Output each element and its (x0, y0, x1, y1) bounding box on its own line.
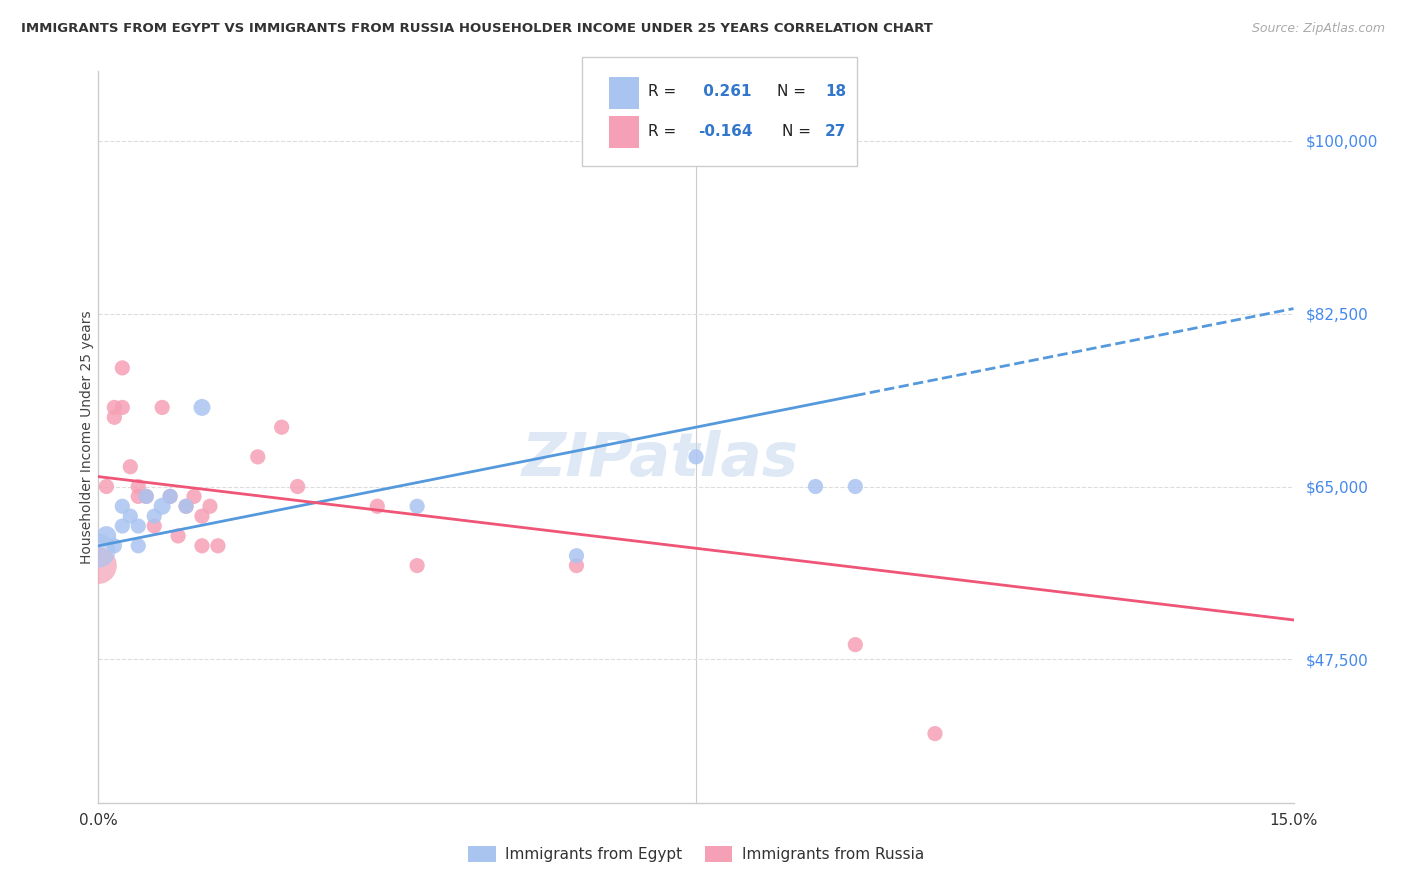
Point (127, 489, 149, 503)
Point (127, 539, 149, 553)
Text: 18: 18 (825, 85, 846, 99)
Text: -0.164: -0.164 (699, 124, 752, 139)
Point (159, 489, 181, 503)
Point (135, 489, 157, 503)
Text: 27: 27 (825, 124, 846, 139)
Y-axis label: Householder Income Under 25 years: Householder Income Under 25 years (80, 310, 94, 564)
Point (167, 529, 190, 543)
Point (207, 539, 229, 553)
Point (565, 558, 588, 573)
Point (198, 500, 221, 514)
Text: ZIPatlas: ZIPatlas (522, 430, 799, 489)
Point (406, 558, 429, 573)
Point (685, 450, 707, 464)
Point (120, 509, 142, 524)
Point (111, 500, 134, 514)
Text: Source: ZipAtlas.com: Source: ZipAtlas.com (1251, 22, 1385, 36)
Point (120, 459, 142, 474)
Point (150, 500, 173, 514)
Text: IMMIGRANTS FROM EGYPT VS IMMIGRANTS FROM RUSSIA HOUSEHOLDER INCOME UNDER 25 YEAR: IMMIGRANTS FROM EGYPT VS IMMIGRANTS FROM… (21, 22, 934, 36)
Point (270, 420, 292, 434)
Point (366, 500, 388, 514)
Point (150, 401, 173, 415)
Text: N =: N = (778, 85, 811, 99)
Point (844, 479, 866, 493)
Point (287, 479, 309, 493)
Point (246, 450, 269, 464)
Point (143, 519, 166, 533)
Text: N =: N = (782, 124, 815, 139)
Point (103, 401, 125, 415)
Point (87, 543, 110, 558)
Point (111, 401, 134, 415)
Point (96, 479, 118, 493)
Point (174, 500, 197, 514)
Point (127, 479, 149, 493)
Text: R =: R = (648, 124, 682, 139)
Point (924, 726, 946, 740)
FancyBboxPatch shape (609, 116, 638, 148)
Point (183, 489, 205, 503)
Point (135, 489, 157, 503)
Point (406, 500, 429, 514)
Point (174, 500, 197, 514)
Point (87, 558, 110, 573)
Text: 0.261: 0.261 (699, 85, 752, 99)
FancyBboxPatch shape (609, 78, 638, 110)
Point (111, 519, 134, 533)
Point (159, 489, 181, 503)
Legend: Immigrants from Egypt, Immigrants from Russia: Immigrants from Egypt, Immigrants from R… (463, 840, 929, 868)
Point (804, 479, 827, 493)
Point (96, 529, 118, 543)
Point (103, 410, 125, 425)
Point (191, 509, 214, 524)
Point (565, 549, 588, 563)
Point (111, 360, 134, 375)
Point (127, 519, 149, 533)
Text: R =: R = (648, 85, 682, 99)
Point (143, 509, 166, 524)
FancyBboxPatch shape (582, 57, 858, 167)
Point (191, 401, 214, 415)
Point (844, 638, 866, 652)
Point (191, 539, 214, 553)
Point (103, 539, 125, 553)
